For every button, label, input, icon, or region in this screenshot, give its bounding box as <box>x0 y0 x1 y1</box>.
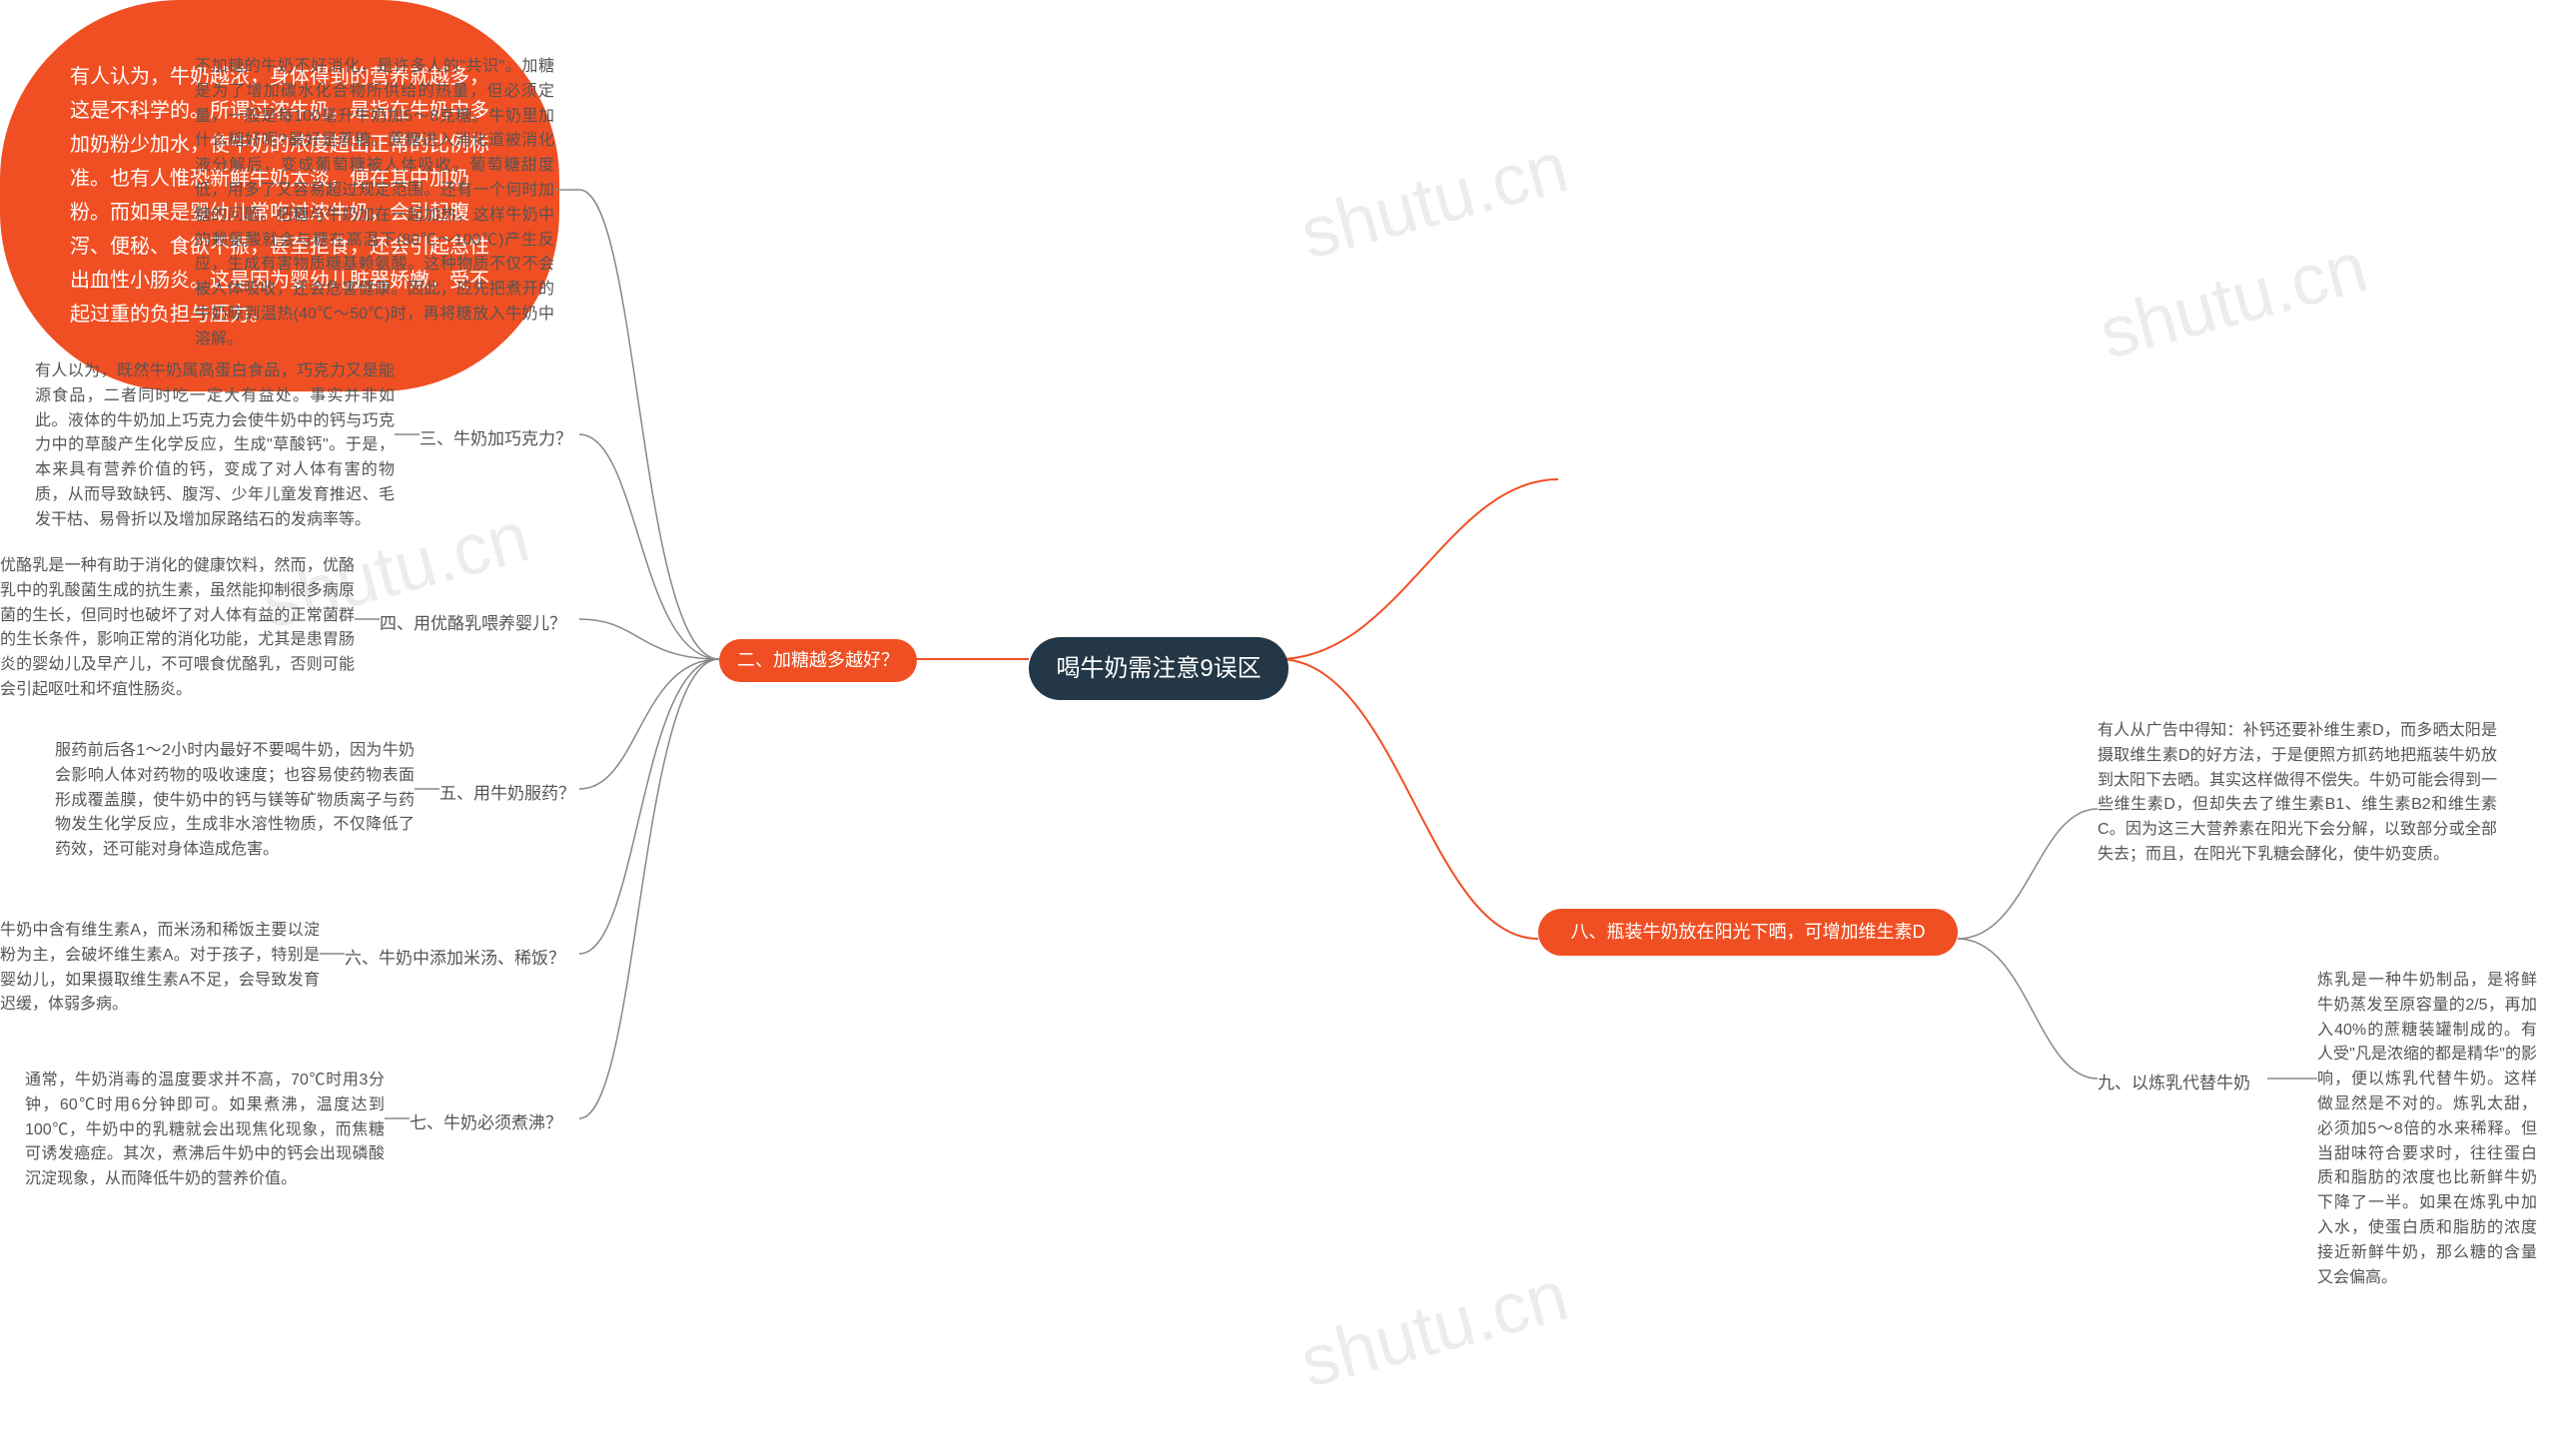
desc-8: 有人从广告中得知：补钙还要补维生素D，而多晒太阳是摄取维生素D的好方法，于是便照… <box>2098 719 2497 868</box>
desc-6: 牛奶中含有维生素A，而米汤和稀饭主要以淀粉为主，会破坏维生素A。对于孩子，特别是… <box>0 919 320 1018</box>
desc-5: 服药前后各1～2小时内最好不要喝牛奶，因为牛奶会影响人体对药物的吸收速度；也容易… <box>55 739 415 863</box>
node-8: 八、瓶装牛奶放在阳光下晒，可增加维生素D <box>1538 909 1958 956</box>
node-7: 七、牛奶必须煮沸？ <box>410 1108 562 1133</box>
watermark: shutu.cn <box>1292 1254 1576 1404</box>
desc-4: 优酪乳是一种有助于消化的健康饮料，然而，优酪乳中的乳酸菌生成的抗生素，虽然能抑制… <box>0 554 355 703</box>
watermark: shutu.cn <box>2092 226 2375 375</box>
node-3: 三、牛奶加巧克力？ <box>420 424 572 449</box>
node-5: 五、用牛奶服药？ <box>439 779 575 804</box>
node-6: 六、牛奶中添加米汤、稀饭？ <box>345 944 565 969</box>
watermark: shutu.cn <box>1292 126 1576 276</box>
desc-3: 有人以为，既然牛奶属高蛋白食品，巧克力又是能源食品，二者同时吃一定大有益处。事实… <box>35 360 395 533</box>
node-2: 二、加糖越多越好？ <box>719 639 917 682</box>
desc-7: 通常，牛奶消毒的温度要求并不高，70℃时用3分钟，60℃时用6分钟即可。如果煮沸… <box>25 1069 385 1192</box>
center-node: 喝牛奶需注意9误区 <box>1029 637 1288 700</box>
desc-sugar: 不加糖的牛奶不好消化，是许多人的"共识"。加糖是为了增加碳水化合物所供给的热量，… <box>195 55 554 353</box>
desc-9: 炼乳是一种牛奶制品，是将鲜牛奶蒸发至原容量的2/5，再加入40%的蔗糖装罐制成的… <box>2317 969 2537 1290</box>
node-4: 四、用优酪乳喂养婴儿？ <box>380 609 566 634</box>
node-9: 九、以炼乳代替牛奶 <box>2098 1069 2250 1093</box>
